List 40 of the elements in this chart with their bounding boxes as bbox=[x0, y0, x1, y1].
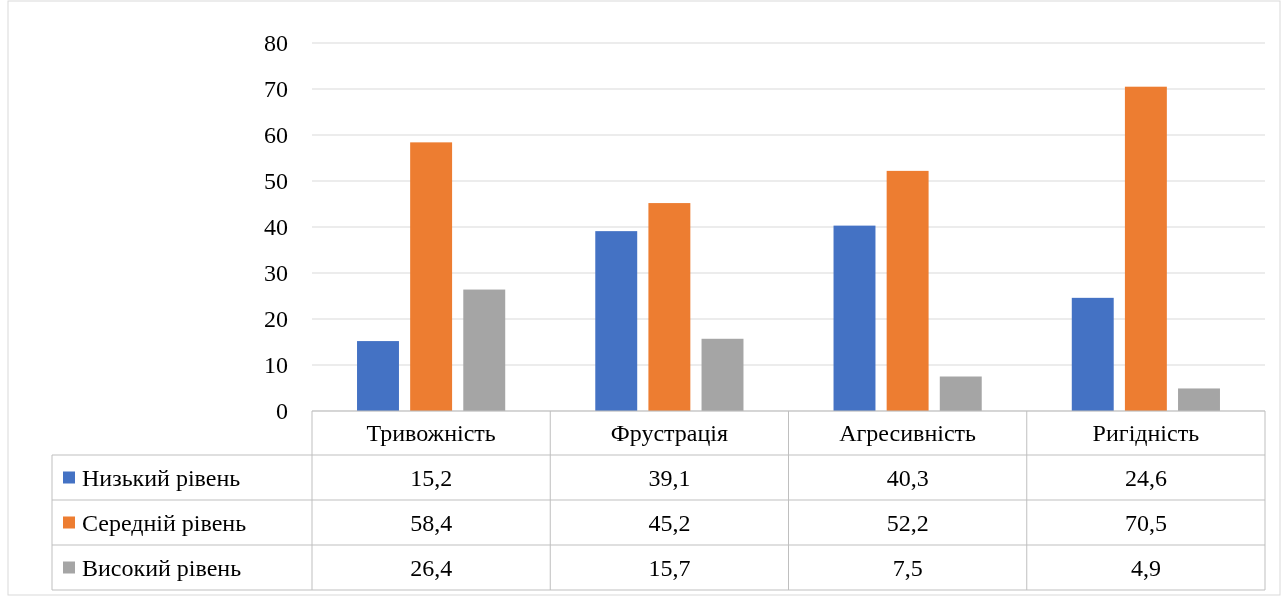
bar bbox=[410, 142, 453, 411]
bar bbox=[833, 225, 876, 411]
bar bbox=[1071, 297, 1114, 411]
data-label: 15,7 bbox=[648, 554, 691, 581]
data-label: 7,5 bbox=[892, 554, 923, 581]
data-label: 58,4 bbox=[410, 509, 453, 536]
bar bbox=[939, 376, 982, 411]
x-tick-label: Агресивність bbox=[839, 420, 977, 447]
bar bbox=[595, 231, 638, 411]
y-tick-label: 20 bbox=[264, 306, 288, 333]
y-tick-label: 0 bbox=[276, 398, 288, 425]
y-tick-label: 70 bbox=[264, 76, 288, 103]
data-label: 40,3 bbox=[886, 464, 929, 491]
bar bbox=[701, 338, 744, 411]
legend-label: Низький рівень bbox=[82, 464, 241, 491]
bar bbox=[886, 170, 929, 411]
bar bbox=[1178, 388, 1220, 411]
x-tick-label: Фрустрація bbox=[610, 420, 729, 447]
x-tick-label: Ригідність bbox=[1092, 420, 1200, 447]
legend-label: Високий рівень bbox=[82, 554, 242, 581]
data-label: 26,4 bbox=[410, 554, 453, 581]
y-tick-label: 50 bbox=[264, 168, 288, 195]
data-label: 24,6 bbox=[1124, 464, 1167, 491]
y-tick-label: 40 bbox=[264, 214, 288, 241]
y-tick-label: 30 bbox=[264, 260, 288, 287]
bar bbox=[463, 289, 506, 411]
bar bbox=[357, 341, 399, 411]
x-tick-label: Тривожність bbox=[366, 420, 496, 447]
data-label: 52,2 bbox=[886, 509, 929, 536]
data-label: 15,2 bbox=[410, 464, 453, 491]
bar bbox=[1124, 86, 1167, 411]
y-tick-label: 60 bbox=[264, 122, 288, 149]
data-label: 39,1 bbox=[648, 464, 691, 491]
data-label: 45,2 bbox=[648, 509, 691, 536]
y-tick-label: 10 bbox=[264, 352, 288, 379]
y-tick-label: 80 bbox=[264, 30, 288, 57]
bar bbox=[648, 203, 691, 411]
legend-label: Середній рівень bbox=[82, 509, 247, 536]
data-label: 4,9 bbox=[1130, 554, 1161, 581]
data-label: 70,5 bbox=[1124, 509, 1167, 536]
